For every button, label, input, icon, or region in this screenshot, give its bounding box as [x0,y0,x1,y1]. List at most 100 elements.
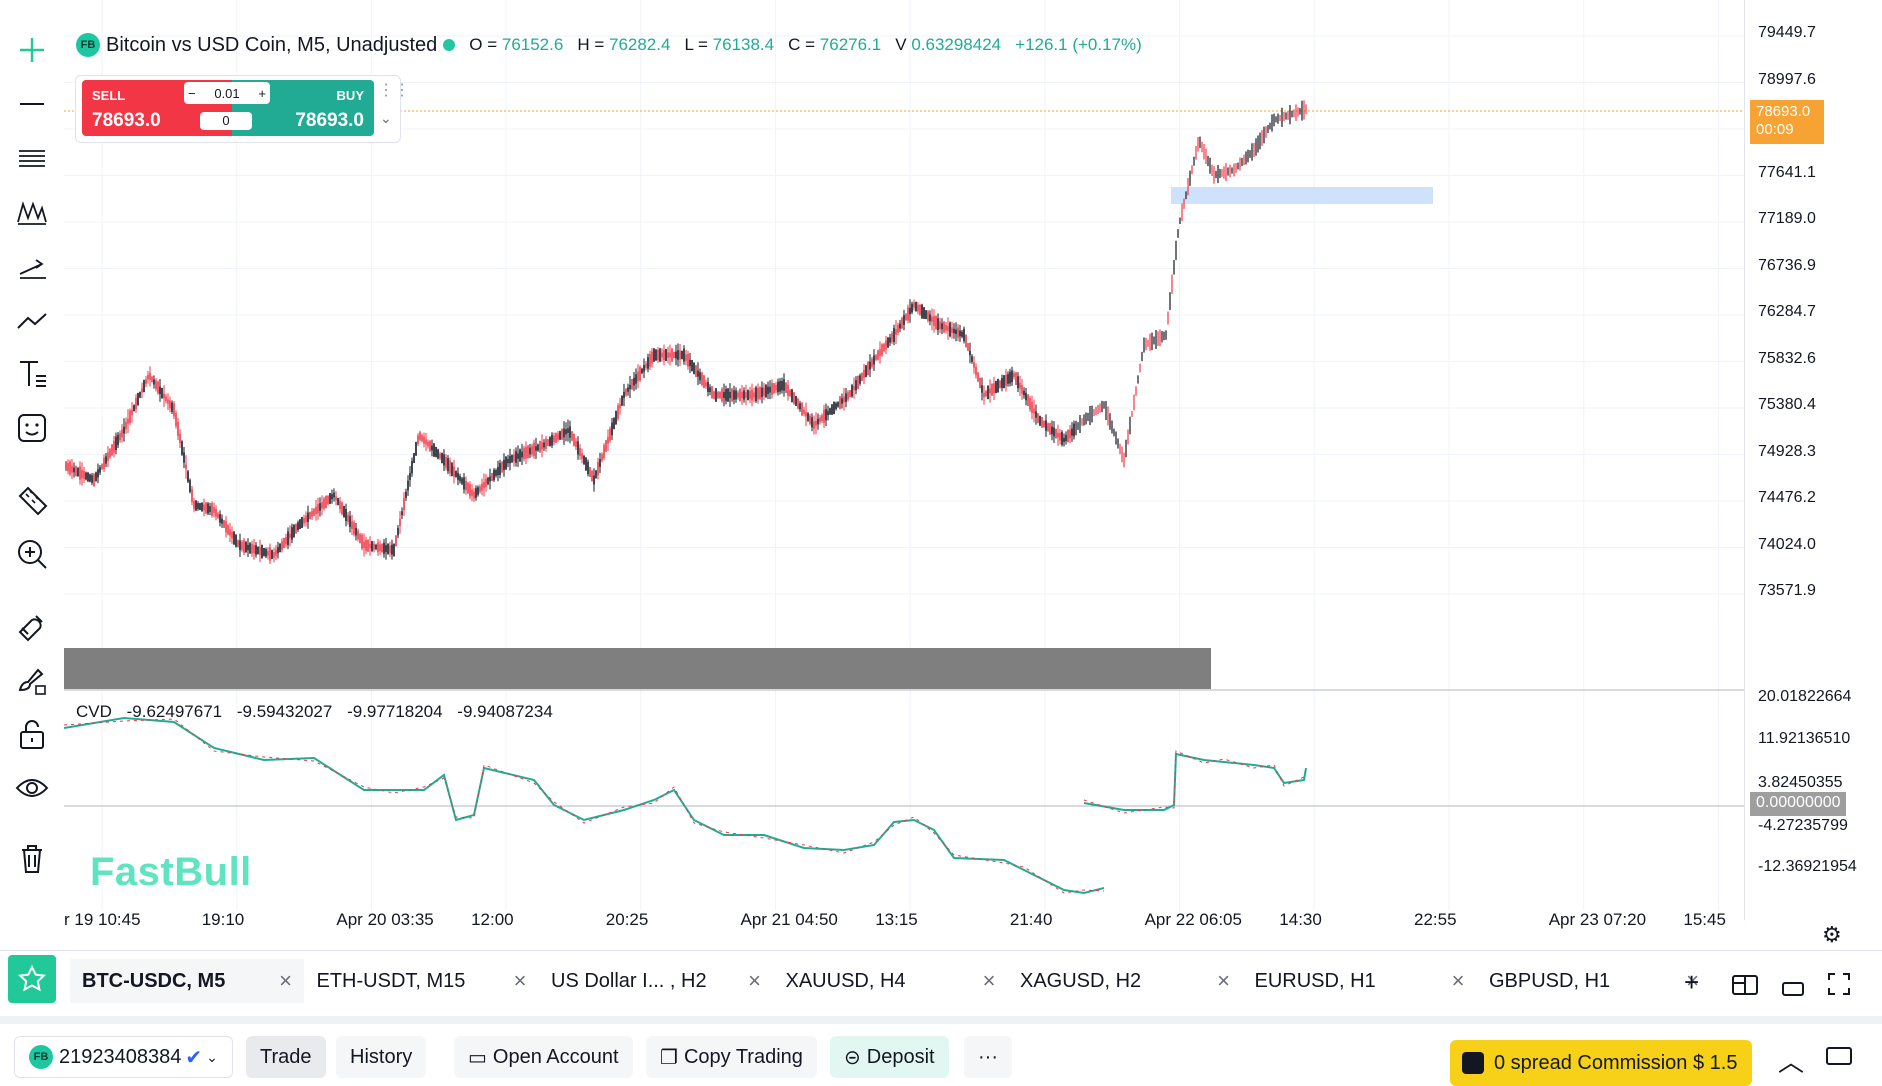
brush-lock-icon[interactable] [10,658,54,702]
ohlc-close: C = 76276.1 [788,35,882,54]
price-tick: 79449.7 [1758,24,1816,41]
close-icon[interactable]: × [1217,968,1230,993]
unlock-icon[interactable] [10,712,54,756]
deposit-button[interactable]: ⊝ Deposit [830,1036,949,1078]
buy-label: BUY [336,88,364,103]
price-tick: 78997.6 [1758,70,1816,88]
magnet-icon[interactable] [10,604,54,648]
drawing-toolbar [0,0,64,950]
symbol-tab[interactable]: US Dollar I... , H2 × [539,959,773,1003]
close-icon[interactable]: × [1451,968,1465,993]
more-button[interactable]: ··· [964,1036,1012,1078]
candles [65,100,1307,565]
time-tick: 21:40 [1009,910,1053,929]
fullscreen-icon[interactable] [1828,971,1850,1002]
buy-price: 78693.0 [295,110,364,131]
settings-gear-icon[interactable]: ⚙ [1822,922,1842,947]
drag-handle-icon[interactable]: ⋮⋮ [378,82,410,99]
single-layout-icon[interactable] [1782,973,1804,1004]
cvd-zero-tag: 0.00000000 [1750,792,1846,816]
tab-label: XAGUSD, H2 [1020,969,1142,992]
qty-minus-button[interactable]: − [188,85,196,101]
symbol-tab[interactable]: XAGUSD, H2 × [1008,959,1242,1003]
ruler-icon[interactable] [10,478,54,522]
cvd-value-2: -9.59432027 [236,702,333,721]
symbol-legend: FB Bitcoin vs USD Coin, M5, Unadjusted O… [76,30,1156,60]
eye-icon[interactable] [10,766,54,810]
market-status-dot [443,39,456,51]
copy-trading-button[interactable]: ❐ Copy Trading [646,1036,817,1078]
close-icon[interactable]: × [513,968,527,993]
time-tick: Apr 21 04:50 [740,910,838,929]
symbol-tab[interactable]: GBPUSD, H1 × [1477,959,1711,1003]
ohlc-volume: V 0.63298424 [895,35,1002,54]
promo-banner[interactable]: 0 spread Commission $ 1.5 [1450,1040,1752,1086]
fastbull-watermark: FastBull [90,850,252,894]
projection-icon[interactable] [10,244,54,288]
trade-tab[interactable]: Trade [246,1036,326,1078]
close-icon[interactable]: × [1686,968,1699,993]
trend-line-icon[interactable] [10,298,54,342]
tab-label: BTC-USDC, M5 [82,969,226,992]
qty-plus-button[interactable]: + [258,85,266,101]
close-icon[interactable]: × [982,968,996,993]
symbol-tab[interactable]: XAUUSD, H4 × [774,959,1008,1003]
time-tick: 12:00 [471,910,514,929]
broker-badge: FB [76,33,100,57]
price-tick: 75380.4 [1758,396,1816,413]
text-icon[interactable] [10,352,54,396]
close-icon[interactable]: × [279,968,292,993]
trash-icon[interactable] [10,836,54,880]
layout-split-icon[interactable] [1732,971,1758,1002]
ohlc-change: +126.1 (+0.17%) [1015,35,1142,54]
tab-label: EURUSD, H1 [1254,969,1376,992]
watchlist-star-button[interactable] [8,955,56,1003]
price-tick: 75832.6 [1758,349,1816,367]
emoji-icon[interactable] [10,406,54,450]
symbol-tab[interactable]: EURUSD, H1 × [1243,959,1477,1003]
cvd-tick: -4.27235799 [1758,817,1848,834]
time-tick: 13:15 [875,910,918,929]
account-id: 21923408384 [59,1045,182,1068]
quantity-stepper[interactable]: − 0.01 + [184,82,270,104]
verified-icon: ✔ [185,1046,203,1069]
chevron-down-icon[interactable]: ⌄ [380,110,392,126]
time-tick: Apr 23 07:20 [1548,910,1647,929]
pattern-icon[interactable] [10,190,54,234]
chevron-up-icon[interactable]: ︿ [1778,1047,1805,1077]
zoom-in-icon[interactable] [10,532,54,576]
time-tick: 15:45 [1683,910,1726,929]
price-axis[interactable]: 79449.778997.678093.377641.177189.076736… [1744,0,1882,920]
price-chart[interactable] [64,0,1744,940]
close-icon[interactable]: × [748,968,761,993]
add-tab-button[interactable]: + [1684,967,1700,997]
price-tick: 76736.9 [1758,256,1816,274]
price-tick: 73571.9 [1758,582,1816,599]
tab-label: XAUUSD, H4 [785,969,906,992]
price-tick: 77189.0 [1758,210,1816,227]
supply-zone-rect[interactable] [1171,187,1433,204]
history-tab[interactable]: History [336,1036,427,1078]
ohlc-open: O = 76152.6 [469,35,564,54]
cvd-label[interactable]: CVD [76,702,112,721]
symbol-title[interactable]: Bitcoin vs USD Coin, M5, Unadjusted [106,33,438,56]
open-account-button[interactable]: ▭ Open Account [454,1036,633,1078]
chart-grid [64,0,1744,910]
window-icon[interactable] [1826,1046,1852,1071]
qty-value[interactable]: 0.01 [214,85,240,101]
account-selector[interactable]: FB 21923408384 ✔ ⌄ [14,1036,233,1078]
horizontal-line-icon[interactable] [10,82,54,126]
time-axis[interactable]: r 19 10:45 19:10 Apr 20 03:35 12:00 20:25 Apr… [64,910,1744,940]
chevron-down-icon: ⌄ [206,1048,218,1065]
promo-icon [1462,1052,1484,1074]
crosshair-icon[interactable] [10,28,54,72]
symbol-tab[interactable]: BTC-USDC, M5 × [70,959,304,1003]
tab-label: US Dollar I... , H2 [551,969,707,992]
spread-value: 0 [200,112,252,130]
fib-lines-icon[interactable] [10,136,54,180]
time-tick: 22:55 [1414,910,1457,929]
volume-profile-bar [64,648,1211,689]
cvd-tick: 20.01822664 [1758,688,1852,705]
sell-price: 78693.0 [92,110,161,131]
symbol-tab[interactable]: ETH-USDT, M15 × [305,959,539,1003]
